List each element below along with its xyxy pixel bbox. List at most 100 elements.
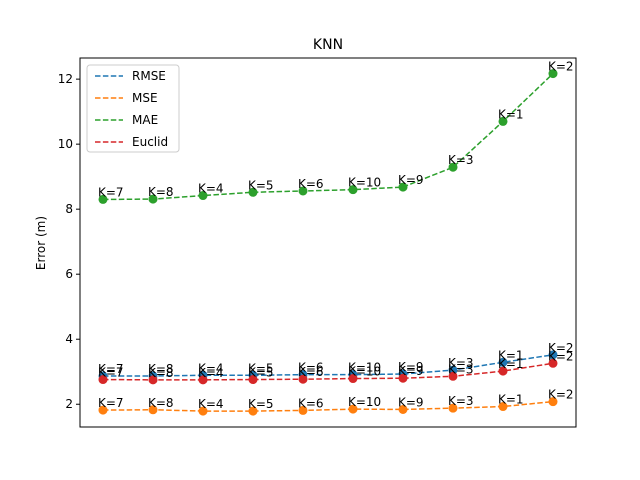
point-label-mae-0: K=7 [98, 185, 124, 199]
data-point-rmse-9 [548, 350, 558, 360]
legend-label-mse: MSE [132, 91, 158, 105]
data-point-euclid-6 [398, 373, 408, 383]
y-axis-label: Error (m) [34, 216, 48, 270]
legend: RMSE MSE MAE Euclid [86, 64, 180, 153]
series-euclid [98, 358, 558, 385]
y-axis: 2 4 6 8 10 12 [58, 72, 80, 411]
point-labels-mse: K=7 K=8 K=4 K=5 K=6 K=10 K=9 K=3 K=1 K=2 [98, 388, 574, 411]
data-point-mse-4 [298, 405, 308, 415]
chart-title: KNN [313, 37, 343, 53]
point-label-mse-1: K=8 [148, 396, 174, 410]
point-label-mae-1: K=8 [148, 185, 174, 199]
point-label-euclid-0: K=7 [98, 366, 124, 380]
data-point-mae-7 [448, 162, 458, 172]
point-label-mae-6: K=9 [398, 173, 424, 187]
data-point-euclid-8 [498, 366, 508, 376]
point-label-rmse-8: K=1 [498, 348, 524, 362]
data-point-mae-5 [348, 185, 358, 195]
point-label-mae-3: K=5 [248, 178, 274, 192]
series-line-rmse [103, 354, 554, 377]
data-point-euclid-7 [448, 371, 458, 381]
point-label-mse-6: K=9 [398, 395, 424, 409]
data-point-mae-1 [148, 194, 158, 204]
legend-label-euclid: Euclid [132, 135, 168, 149]
series-mse [98, 397, 558, 416]
point-label-mae-8: K=1 [498, 107, 524, 121]
point-label-euclid-9: K=2 [548, 349, 574, 363]
point-label-euclid-8: K=1 [498, 357, 524, 371]
series-layer [98, 69, 558, 416]
point-label-euclid-5: K=10 [348, 365, 381, 379]
y-tick-label-6: 6 [65, 267, 73, 281]
y-tick-label-10: 10 [58, 137, 73, 151]
data-point-euclid-2 [198, 375, 208, 385]
point-label-mae-4: K=6 [298, 177, 324, 191]
point-label-mae-2: K=4 [198, 182, 224, 196]
point-labels-rmse: K=7 K=8 K=4 K=5 K=6 K=10 K=9 K=3 K=1 K=2 [98, 341, 574, 376]
data-point-mae-6 [398, 182, 408, 192]
point-label-mae-7: K=3 [448, 153, 474, 167]
data-point-mae-3 [248, 187, 258, 197]
legend-label-rmse: RMSE [132, 69, 166, 83]
point-label-euclid-7: K=3 [448, 362, 474, 376]
point-label-mae-5: K=10 [348, 176, 381, 190]
point-label-rmse-0: K=7 [98, 362, 124, 376]
data-point-mse-0 [98, 405, 108, 415]
data-point-rmse-8 [498, 357, 508, 367]
point-label-rmse-6: K=9 [398, 360, 424, 374]
point-label-mae-9: K=2 [548, 60, 574, 74]
y-tick-label-4: 4 [65, 332, 73, 346]
data-point-mse-7 [448, 403, 458, 413]
series-mae [98, 69, 558, 204]
point-labels-euclid: K=7 K=8 K=4 K=5 K=6 K=10 K=9 K=3 K=1 K=2 [98, 349, 574, 380]
point-label-euclid-4: K=6 [298, 365, 324, 379]
data-point-euclid-0 [98, 375, 108, 385]
data-point-mae-9 [548, 69, 558, 79]
data-point-mse-5 [348, 404, 358, 414]
series-line-euclid [102, 362, 554, 381]
data-point-euclid-1 [148, 375, 158, 385]
data-point-euclid-9 [548, 358, 558, 368]
y-tick-label-2: 2 [65, 397, 73, 411]
data-point-euclid-4 [298, 374, 308, 384]
point-label-mse-9: K=2 [548, 388, 574, 402]
point-label-rmse-5: K=10 [348, 361, 381, 375]
point-label-rmse-3: K=5 [248, 361, 274, 375]
data-point-euclid-3 [248, 375, 258, 385]
point-label-mse-3: K=5 [248, 397, 274, 411]
point-label-rmse-7: K=3 [448, 356, 474, 370]
y-tick-label-12: 12 [58, 72, 73, 86]
point-label-rmse-4: K=6 [298, 361, 324, 375]
data-point-mae-0 [98, 194, 108, 204]
point-label-rmse-9: K=2 [548, 341, 574, 355]
point-label-mse-2: K=4 [198, 397, 224, 411]
data-point-mae-2 [198, 191, 208, 201]
legend-label-mae: MAE [132, 113, 158, 127]
point-label-euclid-6: K=9 [398, 364, 424, 378]
data-point-mae-4 [298, 186, 308, 196]
data-point-euclid-5 [348, 374, 358, 384]
plot-frame [79, 57, 577, 428]
point-label-mse-7: K=3 [448, 394, 474, 408]
legend-box [86, 64, 180, 153]
point-label-euclid-2: K=4 [198, 366, 224, 380]
point-label-rmse-2: K=4 [198, 361, 224, 375]
data-point-rmse-7 [448, 365, 458, 375]
data-point-mse-3 [248, 406, 258, 416]
point-label-mse-0: K=7 [98, 396, 124, 410]
data-point-mse-1 [148, 405, 158, 415]
point-labels-mae: K=7 K=8 K=4 K=5 K=6 K=10 K=9 K=3 K=1 K=2 [98, 60, 574, 200]
series-line-mae [102, 73, 554, 201]
data-point-mae-8 [498, 116, 508, 126]
data-point-mse-9 [548, 397, 558, 407]
point-label-mse-4: K=6 [298, 396, 324, 410]
series-line-mse [102, 400, 554, 412]
y-tick-label-8: 8 [65, 202, 73, 216]
point-label-rmse-1: K=8 [148, 362, 174, 376]
data-point-mse-6 [398, 404, 408, 414]
point-labels-layer: K=7 K=8 K=4 K=5 K=6 K=10 K=9 K=3 K=1 K=2 K=7 K=8 K=4… [98, 60, 574, 411]
data-point-mse-2 [198, 406, 208, 416]
point-label-mse-8: K=1 [498, 393, 524, 407]
point-label-euclid-3: K=5 [248, 366, 274, 380]
point-label-euclid-1: K=8 [148, 366, 174, 380]
